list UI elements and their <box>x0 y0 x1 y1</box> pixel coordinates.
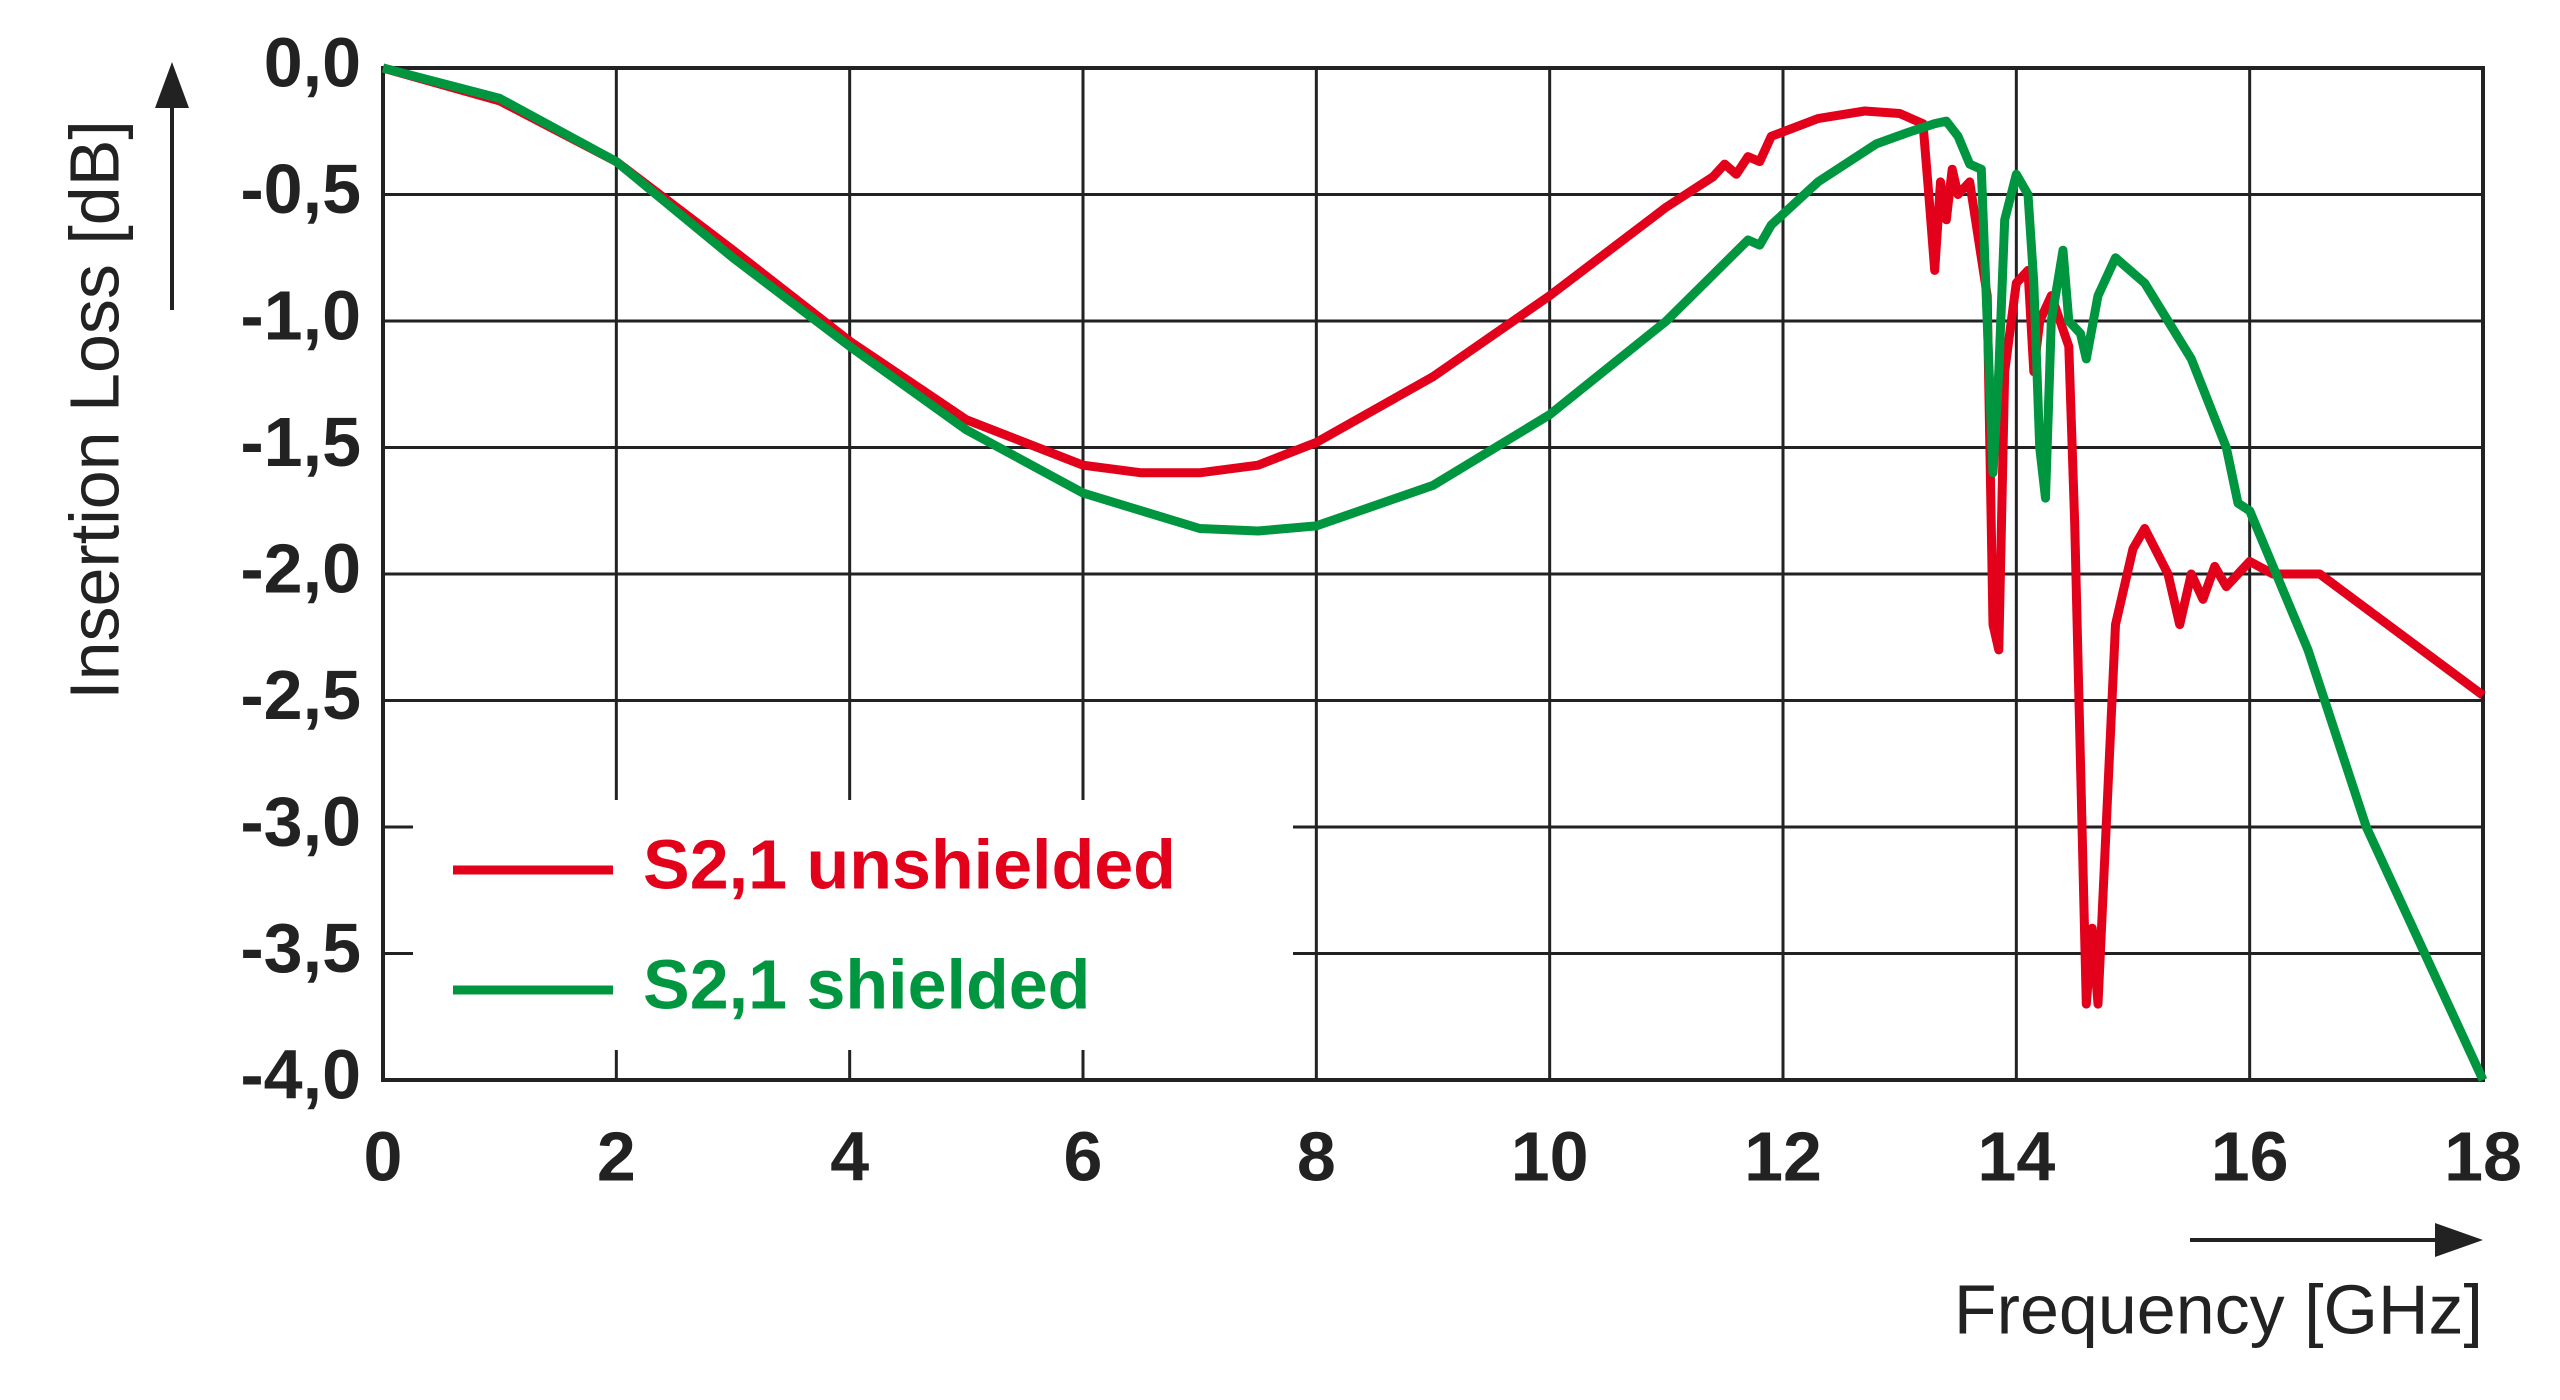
x-tick-label: 10 <box>1511 1117 1589 1195</box>
y-arrow-head <box>155 62 189 108</box>
y-tick-label: -2,5 <box>240 656 361 734</box>
x-tick-label: 14 <box>1977 1117 2055 1195</box>
x-tick-label: 4 <box>830 1117 869 1195</box>
legend-label: S2,1 unshielded <box>643 825 1176 903</box>
x-tick-label: 6 <box>1064 1117 1103 1195</box>
y-tick-label: 0,0 <box>264 23 361 101</box>
x-tick-label: 8 <box>1297 1117 1336 1195</box>
y-tick-label: -2,0 <box>240 529 361 607</box>
y-tick-label: -1,5 <box>240 403 361 481</box>
y-tick-label: -1,0 <box>240 276 361 354</box>
series-line <box>381 63 2488 1082</box>
y-tick-label: -4,0 <box>240 1035 361 1113</box>
plot-frame <box>381 66 2485 1082</box>
y-tick-label: -0,5 <box>240 150 361 228</box>
x-arrow-head <box>2435 1223 2483 1257</box>
series-line <box>381 63 2486 1009</box>
y-tick-label: -3,0 <box>240 782 361 860</box>
legend-box <box>413 800 1293 1050</box>
x-tick-label: 16 <box>2211 1117 2289 1195</box>
x-axis-label: Frequency [GHz] <box>1954 1270 2483 1348</box>
y-tick-label: -3,5 <box>240 909 361 987</box>
y-axis-label: Insertion Loss [dB] <box>55 120 133 700</box>
x-tick-label: 2 <box>597 1117 636 1195</box>
x-tick-label: 18 <box>2444 1117 2522 1195</box>
legend-label: S2,1 shielded <box>643 945 1090 1023</box>
x-tick-label: 12 <box>1744 1117 1822 1195</box>
x-tick-label: 0 <box>364 1117 403 1195</box>
